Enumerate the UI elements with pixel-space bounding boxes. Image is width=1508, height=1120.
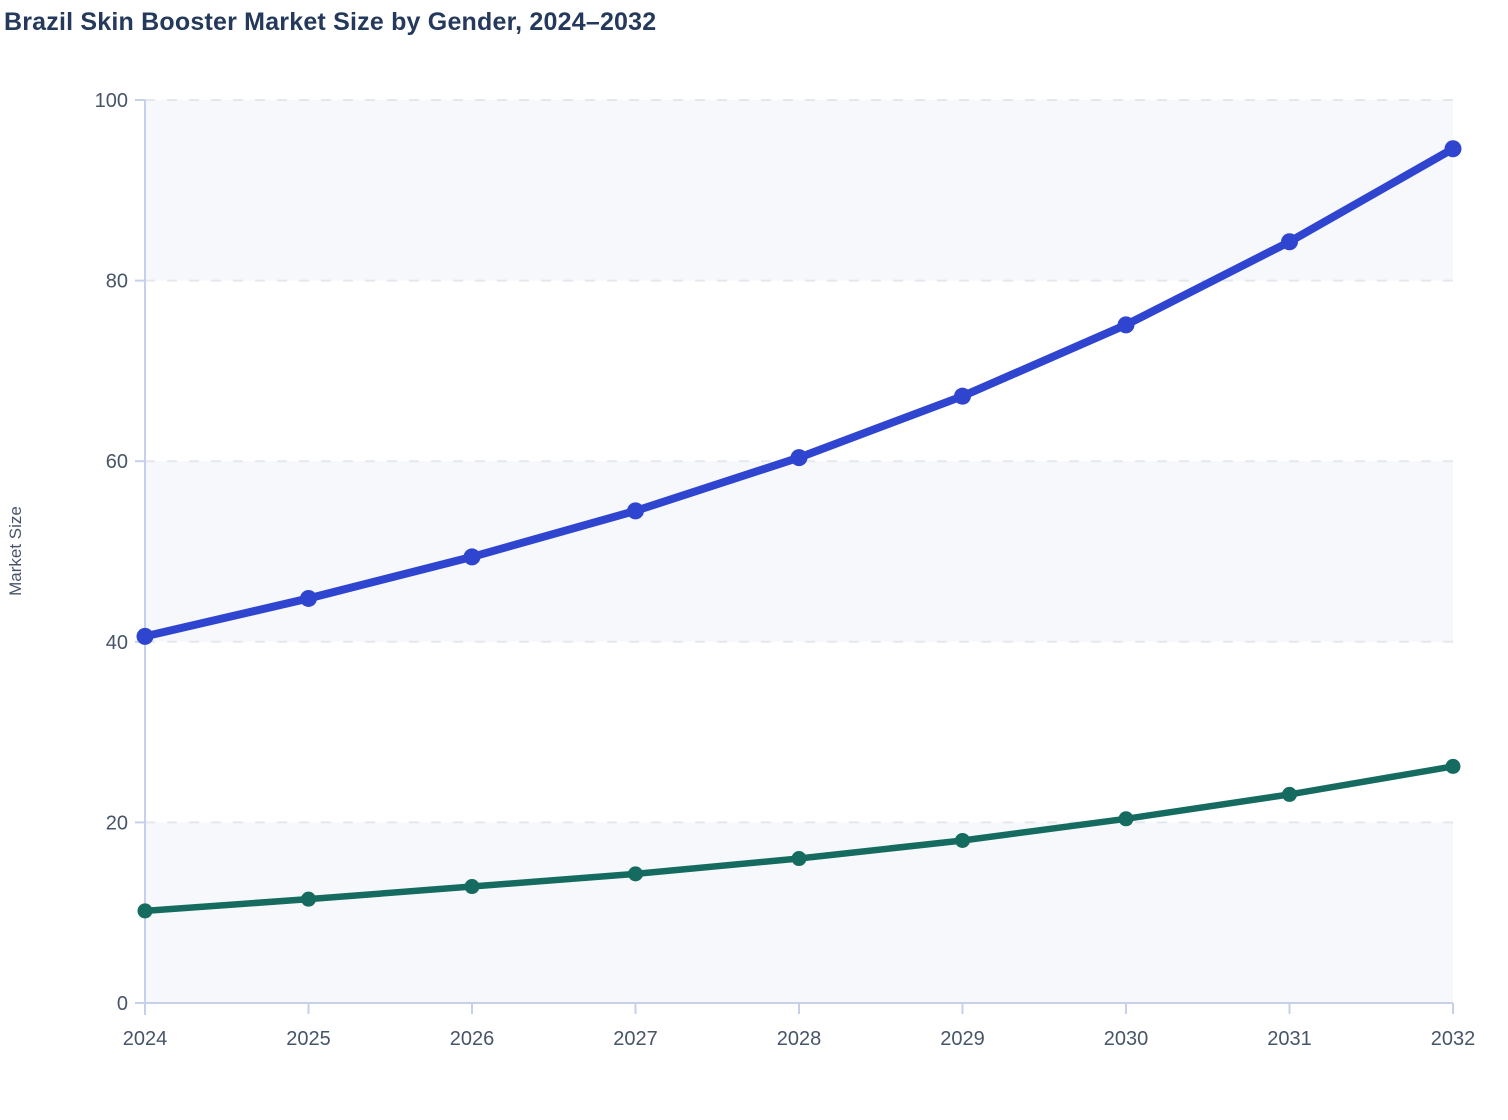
data-point-blue xyxy=(463,548,481,566)
x-tick-label: 2026 xyxy=(450,1028,495,1050)
data-point-blue xyxy=(627,502,644,520)
data-point-blue xyxy=(136,627,154,645)
y-tick-label: 100 xyxy=(95,90,128,112)
data-point-blue xyxy=(1281,233,1298,251)
data-point-teal xyxy=(301,891,316,907)
data-point-teal xyxy=(137,903,153,919)
data-point-blue xyxy=(954,387,971,405)
x-tick-label: 2024 xyxy=(123,1028,168,1050)
data-point-teal xyxy=(1118,811,1134,827)
data-point-teal xyxy=(1282,786,1297,802)
plot-band xyxy=(145,822,1453,1003)
y-tick-label: 80 xyxy=(106,271,128,293)
data-point-teal xyxy=(628,866,643,882)
x-tick-label: 2027 xyxy=(613,1028,658,1050)
x-tick-label: 2029 xyxy=(940,1028,985,1050)
data-point-teal xyxy=(1445,758,1461,774)
y-tick-label: 0 xyxy=(117,993,128,1015)
x-tick-label: 2028 xyxy=(777,1028,822,1050)
data-point-blue xyxy=(790,449,808,467)
y-tick-label: 40 xyxy=(106,632,128,654)
data-point-blue xyxy=(300,589,317,607)
y-tick-label: 20 xyxy=(106,812,128,834)
x-tick-label: 2032 xyxy=(1431,1028,1476,1050)
chart-title: Brazil Skin Booster Market Size by Gende… xyxy=(4,8,657,36)
plot-band xyxy=(145,461,1453,642)
data-point-teal xyxy=(791,851,807,867)
x-tick-label: 2030 xyxy=(1104,1028,1149,1050)
plot-band xyxy=(145,100,1453,281)
data-point-blue xyxy=(1444,140,1462,158)
x-tick-label: 2031 xyxy=(1267,1028,1312,1050)
data-point-blue xyxy=(1117,316,1135,334)
data-point-teal xyxy=(955,832,970,848)
x-tick-label: 2025 xyxy=(286,1028,331,1050)
y-tick-label: 60 xyxy=(106,451,128,473)
data-point-teal xyxy=(464,879,480,895)
